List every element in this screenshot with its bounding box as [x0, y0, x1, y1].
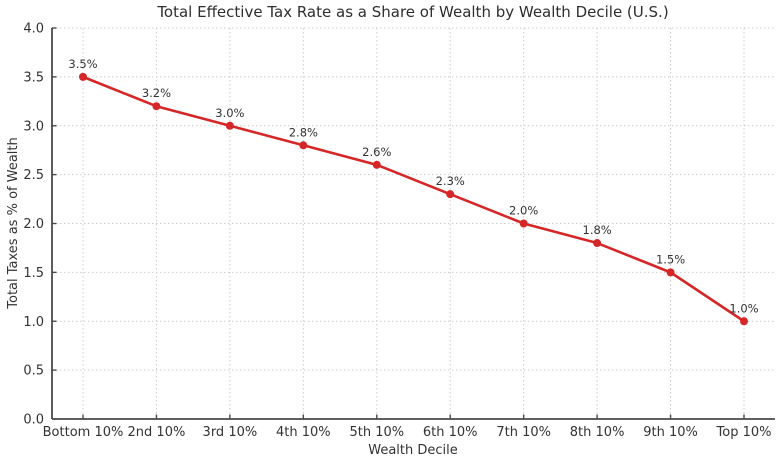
data-point [519, 219, 528, 228]
x-tick-label: 7th 10% [496, 425, 551, 440]
x-tick-label: 6th 10% [423, 425, 478, 440]
x-axis-label: Wealth Decile [368, 443, 458, 458]
grid-layer [52, 27, 775, 420]
data-point [446, 190, 455, 199]
data-point [299, 141, 308, 150]
data-point [740, 317, 748, 326]
data-line [81, 75, 746, 323]
data-point-label: 3.0% [215, 106, 244, 120]
data-point [225, 121, 234, 130]
y-tick-label: 2.5 [23, 168, 44, 183]
data-point-label: 3.2% [142, 86, 171, 100]
data-point-label: 2.0% [509, 204, 538, 218]
x-tick-label: Bottom 10% [43, 425, 124, 440]
data-point [372, 160, 381, 169]
chart-title: Total Effective Tax Rate as a Share of W… [156, 3, 668, 21]
data-point-label: 2.8% [289, 125, 318, 139]
y-tick-label: 4.0 [23, 22, 44, 37]
y-tick-label: 3.5 [23, 70, 44, 85]
data-point-label: 2.3% [436, 174, 465, 188]
data-point-label: 2.6% [362, 145, 391, 159]
data-series-layer: 3.5% 3.2% 3.0% 2.8% 2.6% 2.3% 2.0% 1.8% 1.5% 1.0% [68, 57, 759, 326]
x-tick-label: 4th 10% [276, 425, 331, 440]
data-point [79, 72, 87, 81]
y-tick-label: 1.5 [23, 266, 44, 281]
data-point-label: 1.8% [583, 223, 612, 237]
data-point [152, 102, 161, 111]
x-tick-label: 2nd 10% [128, 425, 186, 440]
data-point-label: 1.0% [729, 301, 758, 315]
x-tick-label: 8th 10% [570, 425, 625, 440]
y-tick-label: 3.0 [23, 119, 44, 134]
data-point [666, 268, 675, 277]
x-tick-label: 9th 10% [643, 425, 698, 440]
x-tick-label: 3rd 10% [203, 425, 258, 440]
y-tick-label: 0.5 [23, 364, 44, 379]
x-tick-label: 5th 10% [349, 425, 404, 440]
data-point-label: 3.5% [68, 57, 97, 71]
data-point-label: 1.5% [656, 252, 685, 266]
axes-layer: 0.0 0.5 1.0 1.5 2.0 2.5 3.0 3.5 4.0 Bottom 10% 2nd… [23, 22, 775, 440]
y-tick-label: 0.0 [23, 413, 44, 428]
x-tick-label: Top 10% [716, 425, 772, 440]
data-point [593, 239, 602, 248]
y-axis-label: Total Taxes as % of Wealth [6, 137, 21, 309]
y-tick-label: 1.0 [23, 315, 44, 330]
y-tick-label: 2.0 [23, 217, 44, 232]
